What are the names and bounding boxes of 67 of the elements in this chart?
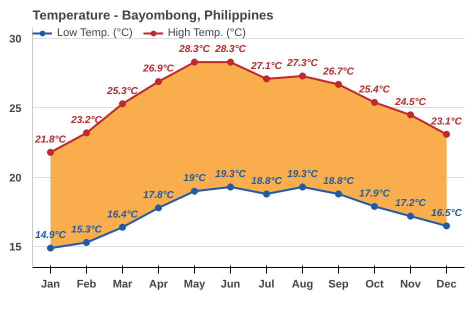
data-label: 27.3°C bbox=[286, 58, 319, 70]
x-tick-label: Aug bbox=[292, 278, 314, 290]
legend-label: High Temp. (°C) bbox=[168, 27, 246, 39]
data-label: 23.1°C bbox=[430, 116, 463, 128]
point bbox=[83, 129, 90, 136]
x-tick-label: May bbox=[184, 278, 206, 290]
data-label: 27.1°C bbox=[250, 60, 283, 72]
data-label: 25.3°C bbox=[106, 86, 139, 97]
legend-label: Low Temp. (°C) bbox=[57, 27, 133, 39]
data-label: 15.3°C bbox=[71, 224, 103, 236]
data-label: 19°C bbox=[183, 173, 206, 184]
data-label: 23.2°C bbox=[70, 114, 103, 126]
x-tick-label: Oct bbox=[365, 278, 384, 290]
point bbox=[155, 204, 162, 212]
data-label: 26.9°C bbox=[142, 64, 175, 75]
data-label: 21.8°C bbox=[34, 134, 67, 146]
data-label: 19.3°C bbox=[215, 169, 247, 180]
x-tick-label: Feb bbox=[76, 278, 97, 290]
point bbox=[263, 75, 270, 82]
point bbox=[443, 130, 450, 138]
data-label: 18.8°C bbox=[251, 176, 283, 187]
point bbox=[47, 244, 54, 252]
data-label: 24.5°C bbox=[394, 96, 427, 108]
data-label: 17.8°C bbox=[143, 190, 175, 201]
y-tick-label: 15 bbox=[9, 242, 22, 254]
point bbox=[119, 100, 126, 108]
x-tick-label: Apr bbox=[149, 278, 169, 290]
data-label: 25.4°C bbox=[358, 84, 391, 96]
point bbox=[47, 148, 54, 156]
x-tick-label: Sep bbox=[328, 278, 349, 290]
x-tick-label: Jan bbox=[41, 278, 60, 290]
point bbox=[263, 190, 270, 198]
point bbox=[83, 239, 90, 246]
data-label: 19.3°C bbox=[287, 169, 319, 180]
data-label: 28.3°C bbox=[178, 44, 211, 56]
point bbox=[191, 188, 198, 195]
data-label: 16.5°C bbox=[431, 208, 463, 219]
y-tick-label: 25 bbox=[9, 102, 22, 115]
point bbox=[227, 184, 234, 191]
point bbox=[191, 58, 198, 66]
y-tick-label: 20 bbox=[9, 172, 22, 184]
point bbox=[299, 184, 306, 191]
data-label: 14.9°C bbox=[35, 230, 67, 242]
chart-title: Temperature - Bayombong, Philippines bbox=[32, 8, 274, 22]
point bbox=[407, 111, 414, 118]
point bbox=[371, 202, 378, 210]
x-tick-label: Dec bbox=[436, 278, 457, 290]
point bbox=[227, 58, 234, 66]
point bbox=[443, 222, 450, 230]
point bbox=[155, 78, 162, 86]
point bbox=[407, 212, 414, 220]
point bbox=[371, 98, 378, 106]
data-label: 17.2°C bbox=[395, 198, 427, 210]
point bbox=[119, 224, 126, 231]
point bbox=[335, 80, 342, 88]
data-label: 16.4°C bbox=[107, 209, 139, 220]
x-tick-label: Jul bbox=[258, 278, 274, 290]
y-tick-label: 30 bbox=[9, 34, 22, 46]
data-label: 26.7°C bbox=[322, 66, 355, 78]
data-label: 17.9°C bbox=[359, 188, 391, 200]
x-tick-label: Nov bbox=[400, 278, 422, 290]
x-tick-label: Mar bbox=[112, 278, 133, 290]
point bbox=[335, 190, 342, 198]
data-label: 28.3°C bbox=[214, 44, 247, 56]
point bbox=[299, 72, 306, 80]
data-label: 18.8°C bbox=[323, 176, 355, 187]
x-tick-label: Jun bbox=[220, 278, 241, 290]
